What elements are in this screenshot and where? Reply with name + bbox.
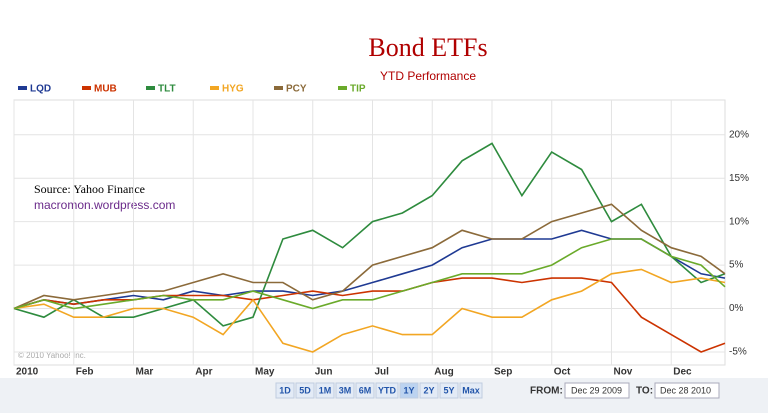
x-tick-label: 2010: [16, 367, 39, 378]
legend-swatch: [210, 86, 219, 90]
series-line: [13, 238, 726, 310]
legend-label: PCY: [286, 84, 307, 95]
to-date[interactable]: Dec 28 2010: [660, 385, 711, 395]
copyright: © 2010 Yahoo! Inc.: [18, 351, 86, 360]
plot-area: [13, 99, 726, 366]
legend-label: HYG: [222, 84, 244, 95]
from-input[interactable]: [564, 382, 630, 399]
y-tick-label: 10%: [729, 216, 749, 227]
range-button[interactable]: [419, 382, 439, 399]
legend-label: LQD: [30, 84, 51, 95]
range-button-label[interactable]: 6M: [359, 385, 372, 395]
x-tick-label: Sep: [494, 367, 512, 378]
to-input[interactable]: [654, 382, 720, 399]
series-line: [13, 142, 726, 327]
range-button[interactable]: [375, 382, 399, 399]
x-tick-label: Dec: [673, 367, 692, 378]
range-button[interactable]: [295, 382, 315, 399]
y-tick-label: -5%: [729, 347, 747, 358]
range-button-label[interactable]: 1M: [319, 385, 332, 395]
x-tick-label: Mar: [135, 367, 153, 378]
series-line: [13, 268, 726, 353]
x-tick-label: Apr: [195, 367, 212, 378]
range-button[interactable]: [315, 382, 335, 399]
y-tick-label: 15%: [729, 173, 749, 184]
legend-label: MUB: [94, 84, 117, 95]
legend-label: TIP: [350, 84, 366, 95]
range-button[interactable]: [275, 382, 295, 399]
legend-swatch: [338, 86, 347, 90]
range-button-label[interactable]: Max: [462, 385, 480, 395]
x-tick-label: Oct: [554, 367, 571, 378]
range-button-label[interactable]: 3M: [339, 385, 352, 395]
legend-swatch: [18, 86, 27, 90]
source-note: Source: Yahoo Finance: [34, 182, 145, 196]
series-line: [13, 229, 726, 310]
x-tick-label: Aug: [434, 367, 453, 378]
x-tick-label: Jul: [374, 367, 389, 378]
from-label: FROM:: [530, 386, 563, 397]
chart-subtitle: YTD Performance: [380, 69, 476, 83]
legend-swatch: [82, 86, 91, 90]
to-label: TO:: [636, 386, 653, 397]
legend-label: TLT: [158, 84, 176, 95]
series-line: [13, 277, 726, 353]
y-tick-label: 0%: [729, 303, 744, 314]
from-date[interactable]: Dec 29 2009: [571, 385, 622, 395]
y-tick-label: 5%: [729, 260, 744, 271]
range-button-label[interactable]: YTD: [378, 385, 397, 395]
series-line: [13, 203, 726, 310]
chart-title: Bond ETFs: [368, 33, 487, 62]
range-button[interactable]: [335, 382, 355, 399]
range-button[interactable]: [439, 382, 459, 399]
range-button-label[interactable]: 2Y: [423, 385, 434, 395]
range-button-label[interactable]: 1D: [279, 385, 291, 395]
legend-swatch: [274, 86, 283, 90]
range-button[interactable]: [399, 382, 419, 399]
range-button-label[interactable]: 1Y: [403, 385, 414, 395]
y-tick-label: 20%: [729, 129, 749, 140]
range-button-label[interactable]: 5Y: [443, 385, 454, 395]
x-tick-label: May: [255, 367, 275, 378]
x-tick-label: Nov: [613, 367, 632, 378]
range-button-label[interactable]: 5D: [299, 385, 311, 395]
range-button[interactable]: [355, 382, 375, 399]
x-tick-label: Jun: [315, 367, 333, 378]
site-note: macromon.wordpress.com: [34, 198, 175, 212]
legend-swatch: [146, 86, 155, 90]
range-button[interactable]: [459, 382, 483, 399]
x-tick-label: Feb: [76, 367, 94, 378]
